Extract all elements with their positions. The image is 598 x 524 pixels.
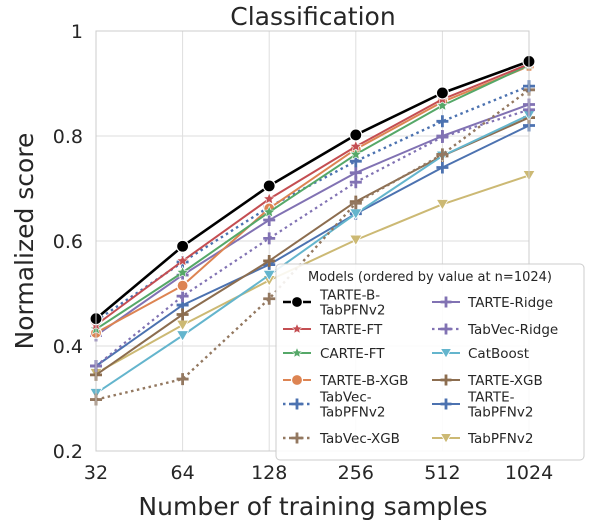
- data-point: [439, 433, 453, 444]
- legend-item: TARTE-B-TabPFNv2: [283, 288, 385, 319]
- series-path: [95, 65, 530, 334]
- data-point: [262, 269, 276, 282]
- legend-title: Models (ordered by value at n=1024): [308, 270, 552, 285]
- data-point: [262, 179, 276, 193]
- legend-label: TARTE-Ridge: [467, 295, 553, 311]
- data-point: [176, 265, 190, 279]
- legend-item: TabVec-Ridge: [432, 322, 558, 338]
- data-point: [349, 147, 363, 160]
- data-point: [176, 373, 189, 386]
- series-path: [95, 60, 530, 320]
- y-tick-label: 0.6: [53, 231, 83, 253]
- legend-label: TARTE-B-TabPFNv2: [319, 288, 385, 319]
- data-point: [176, 290, 189, 303]
- data-point: [440, 323, 452, 335]
- legend-label: TARTE-XGB: [467, 373, 543, 389]
- y-tick-label: 0.8: [53, 126, 83, 148]
- x-axis-label: Number of training samples: [138, 492, 487, 521]
- legend-items: TARTE-B-TabPFNv2 TARTE-FT CARTE-FT TARTE-B-…: [283, 288, 558, 447]
- data-point: [290, 373, 304, 387]
- data-point: [440, 398, 452, 410]
- series-path: [95, 174, 530, 375]
- x-tick-label: 64: [171, 462, 195, 484]
- legend-item: TabVec-TabPFNv2: [283, 390, 385, 421]
- series-path: [95, 84, 530, 322]
- y-tick-label: 1: [71, 21, 83, 43]
- data-point: [436, 115, 449, 128]
- data-point: [436, 161, 449, 174]
- series-path: [95, 88, 530, 401]
- data-point: [349, 139, 363, 153]
- legend-label: TabVec-Ridge: [467, 322, 558, 338]
- series-path: [95, 114, 530, 395]
- series-path: [95, 64, 530, 331]
- data-point: [263, 214, 276, 226]
- data-point: [175, 330, 190, 342]
- series-path: [95, 124, 530, 367]
- legend-label: CARTE-FT: [320, 346, 385, 362]
- legend-item: TabVec-XGB: [283, 431, 400, 447]
- legend: Models (ordered by value at n=1024) TART…: [275, 263, 585, 461]
- x-tick-label: 512: [424, 462, 460, 484]
- data-point: [435, 199, 450, 211]
- x-tick-label: 32: [84, 462, 108, 484]
- data-point: [440, 374, 452, 386]
- data-point: [262, 205, 276, 218]
- data-point: [349, 128, 363, 142]
- data-point: [176, 279, 189, 292]
- data-point: [349, 234, 363, 247]
- data-point: [263, 254, 276, 267]
- y-tick-label: 0.2: [53, 441, 83, 463]
- legend-label: TabPFNv2: [467, 431, 533, 447]
- series-path: [95, 63, 530, 326]
- y-axis-label: Normalized score: [10, 133, 39, 350]
- legend-label: TARTE-B-XGB: [319, 373, 408, 389]
- data-point: [263, 232, 276, 245]
- legend-item: TabPFNv2: [432, 431, 533, 447]
- legend-item: TARTE-XGB: [432, 373, 543, 389]
- legend-label: TARTE-FT: [319, 322, 383, 338]
- series-path: [95, 103, 530, 337]
- legend-label: CatBoost: [468, 346, 529, 362]
- legend-label: TARTE-TabPFNv2: [467, 390, 533, 421]
- data-point: [176, 254, 190, 267]
- legend-label: TabVec-TabPFNv2: [319, 390, 385, 421]
- data-point: [349, 197, 362, 210]
- legend-label: TabVec-XGB: [319, 431, 400, 447]
- series-line: [89, 170, 536, 380]
- data-point: [262, 192, 276, 205]
- data-point: [290, 295, 304, 309]
- data-point: [440, 296, 452, 308]
- data-point: [435, 98, 449, 112]
- legend-item: CARTE-FT: [283, 346, 385, 362]
- data-point: [291, 346, 303, 359]
- data-point: [435, 86, 449, 100]
- legend-frame: [275, 263, 585, 461]
- data-point: [439, 348, 453, 359]
- x-tick-label: 1024: [505, 462, 553, 484]
- data-point: [436, 148, 449, 161]
- y-tick-label: 0.4: [53, 336, 83, 358]
- data-point: [349, 166, 362, 179]
- data-point: [291, 432, 303, 444]
- legend-item: CatBoost: [432, 346, 529, 362]
- series-line: [90, 98, 535, 342]
- series-layer: [89, 54, 536, 406]
- data-point: [291, 322, 303, 335]
- data-point: [263, 292, 276, 305]
- chart-title: Classification: [230, 2, 395, 31]
- data-point: [176, 239, 190, 253]
- x-tick-label: 256: [338, 462, 374, 484]
- x-tick-label: 128: [251, 462, 287, 484]
- legend-item: TARTE-Ridge: [432, 295, 553, 311]
- legend-item: TARTE-FT: [283, 322, 383, 338]
- series-line: [89, 54, 536, 326]
- data-point: [291, 398, 303, 410]
- legend-item: TARTE-B-XGB: [283, 373, 408, 389]
- data-point: [436, 130, 449, 142]
- legend-item: TARTE-TabPFNv2: [432, 390, 533, 421]
- data-point: [176, 308, 189, 321]
